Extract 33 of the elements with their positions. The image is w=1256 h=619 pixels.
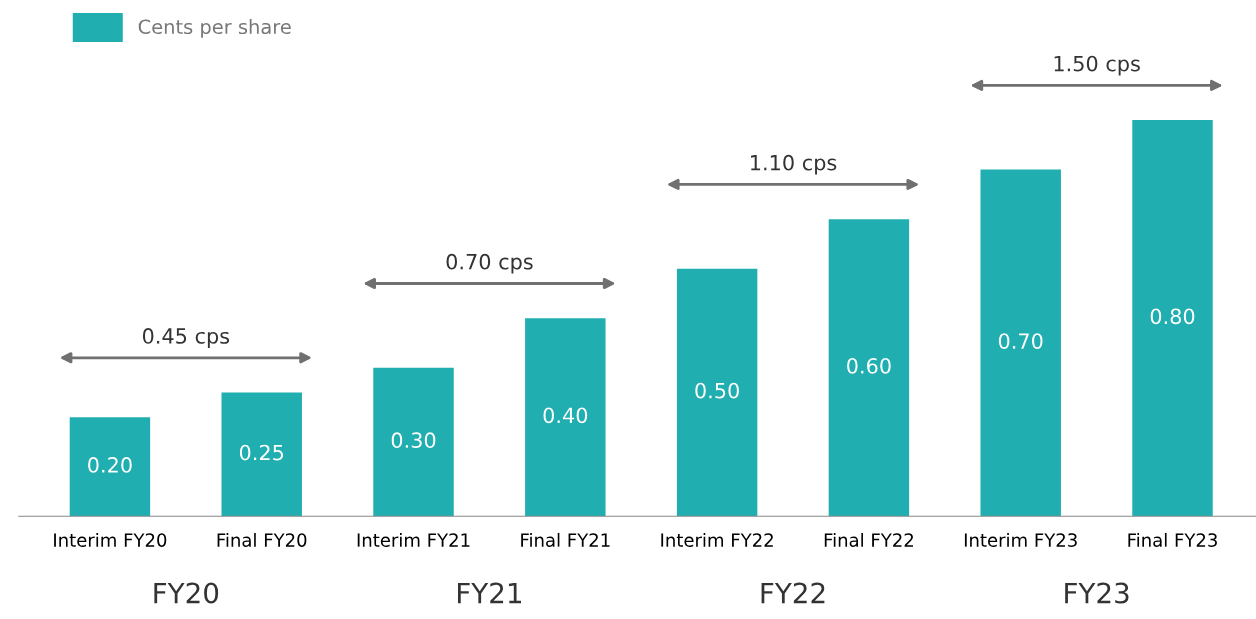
x-tick-label: Interim FY20: [54, 532, 167, 547]
data-label: 0.70: [998, 333, 1043, 349]
text: FY20: [154, 582, 219, 604]
bar: [373, 367, 454, 517]
annotation: 1.10 cps: [751, 154, 837, 175]
bar: [828, 219, 910, 517]
x-tick-label: Final FY23: [1128, 532, 1217, 547]
bar: [980, 169, 1061, 517]
x-tick-label: Interim FY21: [357, 532, 470, 547]
x-tick-label: Final FY22: [824, 532, 913, 547]
legend-label: Cents per share: [138, 19, 291, 38]
data-label: 0.50: [695, 382, 739, 399]
bar: [525, 318, 606, 517]
data-label: 0.40: [543, 407, 588, 424]
text: 1.50 cps: [1054, 55, 1140, 76]
text: FY23: [1065, 582, 1129, 604]
x-tick-label: Interim FY22: [661, 532, 773, 547]
bar: [69, 417, 151, 517]
annotation: 0.45 cps: [142, 328, 230, 348]
bar: [221, 392, 302, 517]
annotation: 0.70 cps: [446, 253, 533, 274]
x-tick-label: Final FY20: [217, 532, 307, 547]
bar: [1132, 120, 1213, 517]
data-label: 0.80: [1150, 308, 1195, 325]
data-label: 0.20: [88, 457, 132, 473]
text: FY21: [458, 582, 521, 604]
bar: [676, 268, 758, 517]
data-label: 0.25: [239, 444, 284, 461]
text: FY22: [761, 582, 825, 604]
x-tick-label: Interim FY23: [964, 532, 1077, 547]
data-label: 0.30: [391, 432, 436, 449]
x-tick-label: Final FY21: [521, 532, 610, 547]
data-label: 0.60: [847, 357, 891, 374]
